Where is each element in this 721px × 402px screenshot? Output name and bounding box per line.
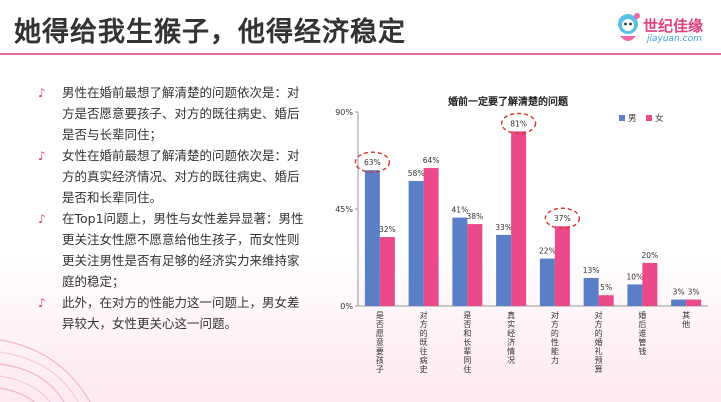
mascot-icon <box>618 13 640 41</box>
bar-female <box>598 295 614 306</box>
summary-text: 男性在婚前最想了解清楚的问题依次是：对方是否愿意要孩子、对方的既往病史、婚后是否… <box>62 85 300 142</box>
logo-url: jiayuan.com <box>647 34 702 44</box>
category-label: 是否愿意要孩子 <box>376 311 384 374</box>
data-label: 58% <box>408 169 425 178</box>
bar-chart: 婚前一定要了解清楚的问题 0% 45% 90% 63% 32% 是否愿意要孩子 58% 64% 对… <box>335 96 708 374</box>
bar-female <box>423 168 439 306</box>
chart-title: 婚前一定要了解清楚的问题 <box>448 96 569 108</box>
bar-female <box>467 224 483 306</box>
data-label: 13% <box>583 266 600 275</box>
legend-label: 女 <box>655 113 664 124</box>
bar-male <box>452 217 468 306</box>
summary-item: ♪ 此外，在对方的性能力这一问题上，男女差异较大，女性更关心这一问题。 <box>38 292 308 334</box>
page-title: 她得给我生猴子，他得经济稳定 <box>14 17 406 48</box>
brand-logo: 世纪佳缘 jiayuan.com <box>613 12 713 52</box>
title-divider <box>0 53 721 55</box>
legend-swatch <box>646 115 652 121</box>
bar-male <box>496 234 512 306</box>
data-label: 33% <box>495 223 512 232</box>
category-label: 真实经济情况 <box>507 310 515 365</box>
summary-item: ♪ 男性在婚前最想了解清楚的问题依次是：对方是否愿意要孩子、对方的既往病史、婚后是… <box>38 82 308 145</box>
category-label: 其他 <box>682 311 690 329</box>
highlight-circle <box>354 151 391 173</box>
logo-name: 世纪佳缘 <box>643 17 704 35</box>
bar-male <box>408 180 424 306</box>
music-note-icon: ♪ <box>38 149 46 163</box>
y-tick-label: 0% <box>340 302 353 311</box>
summary-list: ♪ 男性在婚前最想了解清楚的问题依次是：对方是否愿意要孩子、对方的既往病史、婚后是… <box>38 82 308 334</box>
summary-text: 此外，在对方的性能力这一问题上，男女差异较大，女性更关心这一问题。 <box>62 295 300 331</box>
data-label: 41% <box>452 206 469 215</box>
bar-female <box>554 226 570 306</box>
bar-male <box>583 277 599 306</box>
data-label: 37% <box>554 214 571 223</box>
summary-text: 女性在婚前最想了解清楚的问题依次是：对方的真实经济情况、对方的既往病史、婚后是否… <box>62 148 300 205</box>
y-tick-label: 90% <box>335 108 353 117</box>
category-label: 对方的既往病史 <box>420 310 428 374</box>
category-label: 对方的婚礼预算 <box>595 310 603 374</box>
data-label: 5% <box>600 283 612 292</box>
data-label: 64% <box>423 156 440 165</box>
category-label: 婚后谁管钱 <box>638 310 646 356</box>
summary-item: ♪ 在Top1问题上，男性与女性差异显著：男性更关注女性愿不愿意给他生孩子，而女性… <box>38 208 308 292</box>
data-label: 63% <box>364 158 381 167</box>
summary-item: ♪ 女性在婚前最想了解清楚的问题依次是：对方的真实经济情况、对方的既往病史、婚后是… <box>38 145 308 208</box>
music-note-icon: ♪ <box>38 86 46 100</box>
category-label: 对方的性能力 <box>551 310 559 365</box>
highlight-circle <box>544 207 581 229</box>
data-label: 10% <box>627 272 644 281</box>
data-label: 3% <box>673 288 685 297</box>
bar-female <box>642 262 658 306</box>
data-label: 32% <box>379 225 396 234</box>
highlight-circle <box>500 112 537 135</box>
category-label: 是否和长辈同住 <box>463 311 471 374</box>
data-label: 20% <box>642 251 659 260</box>
decorative-swirls <box>0 339 91 402</box>
bar-male <box>627 284 643 306</box>
legend-swatch <box>619 115 625 121</box>
music-note-icon: ♪ <box>38 296 46 310</box>
data-label: 22% <box>539 247 556 256</box>
bar-female <box>379 237 395 306</box>
legend-label: 男 <box>628 114 637 124</box>
data-label: 3% <box>688 288 700 297</box>
data-label: 81% <box>510 119 527 128</box>
y-tick-label: 45% <box>335 205 353 214</box>
bar-female <box>686 299 702 306</box>
bar-male <box>539 258 555 306</box>
bar-male <box>364 170 380 306</box>
data-label: 38% <box>467 212 484 221</box>
bar-female <box>511 131 527 306</box>
music-note-icon: ♪ <box>38 212 46 226</box>
bar-male <box>671 299 687 306</box>
summary-text: 在Top1问题上，男性与女性差异显著：男性更关注女性愿不愿意给他生孩子，而女性则… <box>62 211 304 289</box>
